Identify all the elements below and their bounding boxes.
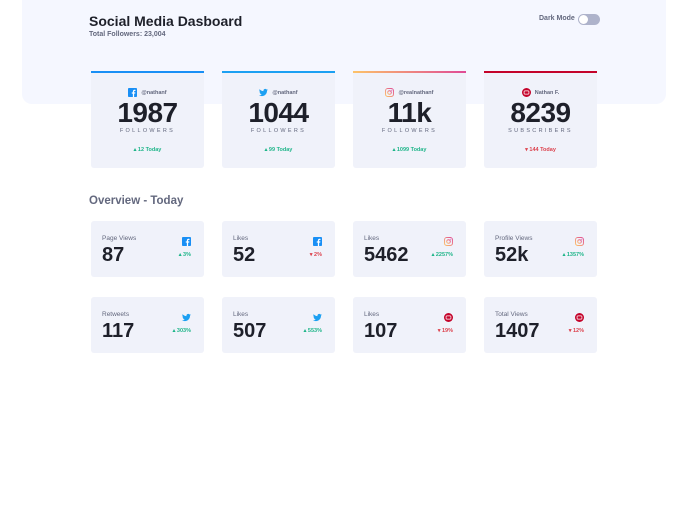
handle: Nathan F.	[534, 89, 560, 96]
metric-name: Likes	[364, 235, 380, 242]
overview-card[interactable]: Page Views 87 ▴ 3%	[91, 221, 204, 277]
metric-name: Retweets	[102, 311, 130, 318]
facebook-icon	[182, 237, 191, 246]
handle: @nathanf	[141, 89, 167, 96]
instagram-icon	[444, 237, 453, 246]
metric-value: 87	[102, 244, 125, 266]
metric-value: 52k	[495, 244, 529, 266]
dark-mode-label: Dark Mode	[539, 15, 575, 22]
twitter-icon	[313, 313, 322, 322]
metric-value: 5462	[364, 244, 409, 266]
twitter-icon	[182, 313, 191, 322]
metric-percent: 2%	[314, 252, 322, 258]
overview-card[interactable]: Retweets 117 ▴ 303%	[91, 297, 204, 353]
follower-count: 1044	[248, 97, 309, 128]
handle: @realnathanf	[398, 89, 434, 96]
twitter-icon	[259, 88, 269, 97]
down-arrow-icon: ▾	[568, 328, 573, 334]
follower-count: 8239	[510, 97, 571, 128]
metric-percent: 12%	[572, 328, 584, 334]
overview-card[interactable]: Profile Views 52k ▴ 1357%	[484, 221, 597, 277]
up-arrow-icon: ▴	[172, 328, 177, 334]
card-twitter[interactable]: @nathanf 1044 FOLLOWERS ▴ 99 Today	[222, 71, 335, 168]
metric-value: 117	[102, 320, 135, 342]
instagram-icon	[575, 237, 584, 246]
handle: @nathanf	[272, 89, 298, 96]
up-arrow-icon: ▴	[264, 147, 269, 153]
count-label: SUBSCRIBERS	[508, 128, 573, 134]
total-followers: Total Followers: 23,004	[89, 31, 166, 38]
overview-card[interactable]: Total Views 1407 ▾ 12%	[484, 297, 597, 353]
up-arrow-icon: ▴	[562, 252, 567, 258]
facebook-icon	[128, 88, 138, 97]
up-arrow-icon: ▴	[303, 328, 308, 334]
today-change: 12 Today	[137, 147, 162, 153]
card-facebook[interactable]: @nathanf 1987 FOLLOWERS ▴ 12 Today	[91, 71, 204, 168]
metric-percent: 553%	[307, 328, 322, 334]
metric-percent: 1357%	[566, 252, 584, 258]
up-arrow-icon: ▴	[431, 252, 436, 258]
page-title: Social Media Dasboard	[89, 13, 243, 29]
overview-card[interactable]: Likes 5462 ▴ 2257%	[353, 221, 466, 277]
overview-card[interactable]: Likes 107 ▾ 19%	[353, 297, 466, 353]
today-change: 99 Today	[268, 147, 293, 153]
youtube-icon	[521, 88, 531, 97]
metric-name: Total Views	[495, 311, 528, 318]
up-arrow-icon: ▴	[392, 147, 397, 153]
metric-value: 1407	[495, 320, 540, 342]
today-change: 1099 Today	[396, 147, 427, 153]
youtube-icon	[444, 313, 453, 322]
metric-value: 107	[364, 320, 398, 342]
up-arrow-icon: ▴	[178, 252, 184, 258]
metric-percent: 2257%	[435, 252, 453, 258]
overview-title: Overview - Today	[89, 195, 184, 207]
metric-name: Profile Views	[495, 235, 533, 242]
count-label: FOLLOWERS	[250, 128, 307, 134]
down-arrow-icon: ▾	[525, 147, 530, 153]
metric-percent: 303%	[176, 328, 191, 334]
card-instagram[interactable]: @realnathanf 11k FOLLOWERS ▴ 1099 Today	[353, 71, 466, 168]
metric-name: Likes	[364, 311, 380, 318]
metric-name: Page Views	[102, 235, 137, 242]
metric-percent: 3%	[183, 252, 191, 258]
dark-mode-toggle[interactable]	[578, 14, 600, 25]
count-label: FOLLOWERS	[119, 128, 176, 134]
metric-percent: 19%	[441, 328, 453, 334]
instagram-icon	[385, 88, 395, 97]
up-arrow-icon: ▴	[133, 147, 138, 153]
metric-value: 52	[233, 244, 256, 266]
metric-value: 507	[233, 320, 267, 342]
facebook-icon	[313, 237, 322, 246]
count-label: FOLLOWERS	[381, 128, 438, 134]
follower-count: 1987	[117, 97, 178, 128]
overview-card[interactable]: Likes 507 ▴ 553%	[222, 297, 335, 353]
overview-card[interactable]: Likes 52 ▾ 2%	[222, 221, 335, 277]
youtube-icon	[575, 313, 584, 322]
follower-count: 11k	[387, 97, 432, 128]
card-youtube[interactable]: Nathan F. 8239 SUBSCRIBERS ▾ 144 Today	[484, 71, 597, 168]
down-arrow-icon: ▾	[437, 328, 442, 334]
metric-name: Likes	[233, 235, 249, 242]
metric-name: Likes	[233, 311, 249, 318]
down-arrow-icon: ▾	[309, 252, 315, 258]
today-change: 144 Today	[529, 147, 556, 153]
